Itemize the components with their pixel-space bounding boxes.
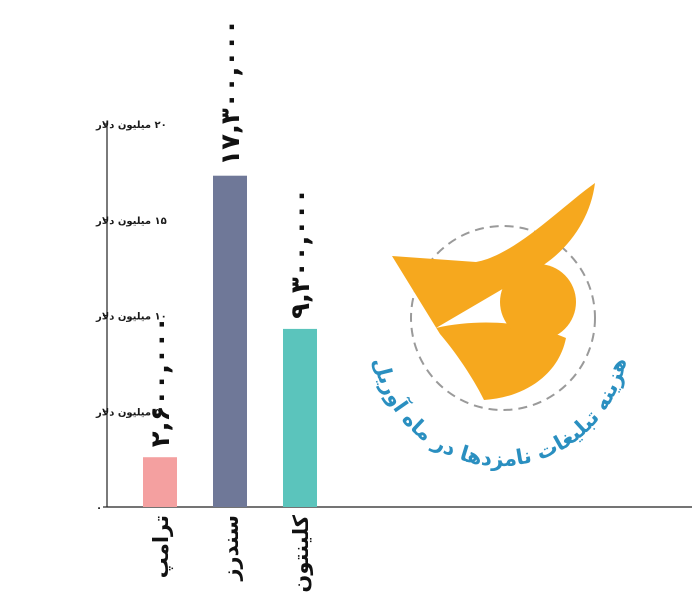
- y-tick-label: ۱۰ میلیون دلار: [95, 312, 167, 323]
- category-labels-group: ترامپ سندرز کلینتون: [149, 514, 313, 592]
- category-label: کلینتون: [289, 514, 313, 592]
- data-labels-group: ۲,۶۰۰,۰۰۰ ۱۷,۳۰۰,۰۰۰ ۹,۳۰۰,۰۰۰: [146, 19, 316, 447]
- category-label: ترامپ: [149, 515, 173, 578]
- y-axis: ۰ ۵ میلیون دلار ۱۰ میلیون دلار ۱۵ میلیون دل…: [95, 120, 692, 514]
- y-tick-label: ۵ میلیون دلار: [95, 407, 161, 418]
- head-circle: [500, 264, 576, 340]
- category-label: سندرز: [219, 515, 243, 582]
- dashed-ring: [410, 225, 596, 411]
- bars-group: [143, 175, 317, 507]
- bar: [143, 457, 177, 507]
- y-tick-label: ۱۵ میلیون دلار: [95, 216, 167, 227]
- y-tick-label: ۰: [96, 503, 102, 514]
- flag-shape: [392, 183, 595, 400]
- bar: [213, 175, 247, 507]
- bar-value-label: ۹,۳۰۰,۰۰۰: [286, 188, 316, 319]
- y-tick-label: ۲۰ میلیون دلار: [95, 120, 167, 131]
- bar: [283, 328, 317, 507]
- campaign-spending-logo: هزینه تبلیغات نامزدها در ماه آوریل: [369, 183, 631, 471]
- bar-value-label: ۲,۶۰۰,۰۰۰: [146, 316, 176, 447]
- bar-value-label: ۱۷,۳۰۰,۰۰۰: [216, 19, 246, 166]
